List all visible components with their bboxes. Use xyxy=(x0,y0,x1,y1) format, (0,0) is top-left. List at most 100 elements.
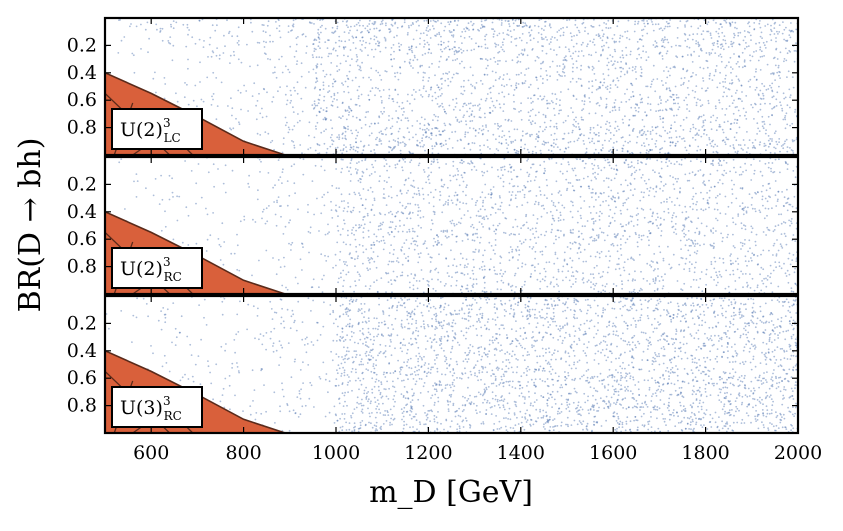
scatter-point xyxy=(788,49,791,52)
scatter-point xyxy=(644,111,646,114)
scatter-point xyxy=(368,23,371,25)
scatter-point xyxy=(343,144,345,147)
scatter-point xyxy=(347,234,349,237)
scatter-point xyxy=(415,240,418,243)
scatter-point xyxy=(671,216,674,219)
panel-label: U(2)3 LC xyxy=(120,116,181,145)
scatter-point xyxy=(573,35,575,37)
scatter-point xyxy=(545,52,548,55)
scatter-point xyxy=(647,150,650,153)
scatter-point xyxy=(470,114,473,117)
scatter-point xyxy=(785,161,787,164)
scatter-point xyxy=(501,130,504,133)
scatter-point xyxy=(579,244,582,246)
scatter-point xyxy=(509,166,512,169)
scatter-point xyxy=(704,119,707,122)
scatter-point xyxy=(413,248,416,251)
scatter-point xyxy=(391,213,394,216)
scatter-point xyxy=(578,246,581,249)
scatter-point xyxy=(494,252,496,255)
scatter-point xyxy=(394,215,397,218)
scatter-point xyxy=(558,73,560,76)
scatter-point xyxy=(508,130,510,133)
scatter-point xyxy=(314,86,317,89)
scatter-point xyxy=(474,104,476,107)
scatter-point xyxy=(645,138,648,140)
scatter-point xyxy=(607,266,610,269)
scatter-point xyxy=(716,276,719,279)
scatter-point xyxy=(369,37,372,40)
scatter-point xyxy=(601,84,604,87)
scatter-point xyxy=(504,118,507,121)
scatter-point xyxy=(470,83,472,86)
scatter-point xyxy=(469,66,472,69)
scatter-point xyxy=(794,267,796,270)
scatter-point xyxy=(563,56,566,59)
scatter-point xyxy=(309,226,312,229)
scatter-point xyxy=(528,86,530,89)
scatter-point xyxy=(405,143,407,146)
scatter-point xyxy=(429,269,432,272)
scatter-point xyxy=(537,263,540,265)
scatter-point xyxy=(466,27,469,30)
scatter-point xyxy=(718,125,721,128)
scatter-point xyxy=(349,29,351,32)
scatter-point xyxy=(484,208,486,211)
scatter-point xyxy=(733,246,736,249)
scatter-point xyxy=(479,57,482,60)
scatter-point xyxy=(751,141,754,144)
scatter-point xyxy=(464,30,467,33)
scatter-point xyxy=(745,42,747,44)
scatter-point xyxy=(474,129,477,132)
scatter-point xyxy=(514,19,517,22)
scatter-point xyxy=(331,184,334,187)
scatter-point xyxy=(482,133,484,135)
scatter-point xyxy=(593,164,596,167)
scatter-point xyxy=(434,91,437,94)
scatter-point xyxy=(381,223,383,226)
scatter-point xyxy=(355,229,357,232)
scatter-point xyxy=(494,45,497,48)
scatter-point xyxy=(751,55,754,58)
scatter-point xyxy=(595,192,597,194)
scatter-point xyxy=(251,30,254,33)
scatter-point xyxy=(401,274,404,277)
scatter-point xyxy=(744,260,747,262)
scatter-point xyxy=(324,27,327,30)
scatter-point xyxy=(611,109,614,112)
scatter-point xyxy=(448,48,451,51)
scatter-point xyxy=(350,98,352,101)
scatter-point xyxy=(499,205,502,208)
scatter-point xyxy=(322,109,325,111)
scatter-point xyxy=(660,99,662,101)
scatter-point xyxy=(562,31,565,34)
scatter-point xyxy=(514,197,517,200)
scatter-point xyxy=(396,26,399,29)
scatter-point xyxy=(422,71,425,74)
scatter-point xyxy=(495,148,498,150)
scatter-point xyxy=(383,197,386,200)
scatter-point xyxy=(367,31,370,34)
scatter-point xyxy=(632,225,635,227)
scatter-point xyxy=(775,105,778,107)
scatter-point xyxy=(661,55,664,57)
scatter-point xyxy=(373,197,376,200)
scatter-point xyxy=(775,47,778,50)
scatter-point xyxy=(571,70,574,73)
scatter-point xyxy=(690,53,692,56)
scatter-point xyxy=(562,137,565,140)
scatter-point xyxy=(658,52,661,54)
scatter-point xyxy=(731,193,734,195)
scatter-point xyxy=(577,236,580,239)
scatter-point xyxy=(375,266,378,269)
scatter-point xyxy=(705,283,707,286)
scatter-point xyxy=(741,100,743,103)
scatter-point xyxy=(445,257,448,260)
scatter-point xyxy=(765,189,768,192)
scatter-point xyxy=(359,177,361,180)
scatter-point xyxy=(563,150,566,153)
scatter-point xyxy=(767,228,770,231)
scatter-point xyxy=(724,213,727,215)
scatter-point xyxy=(513,274,516,277)
scatter-point xyxy=(461,285,464,288)
